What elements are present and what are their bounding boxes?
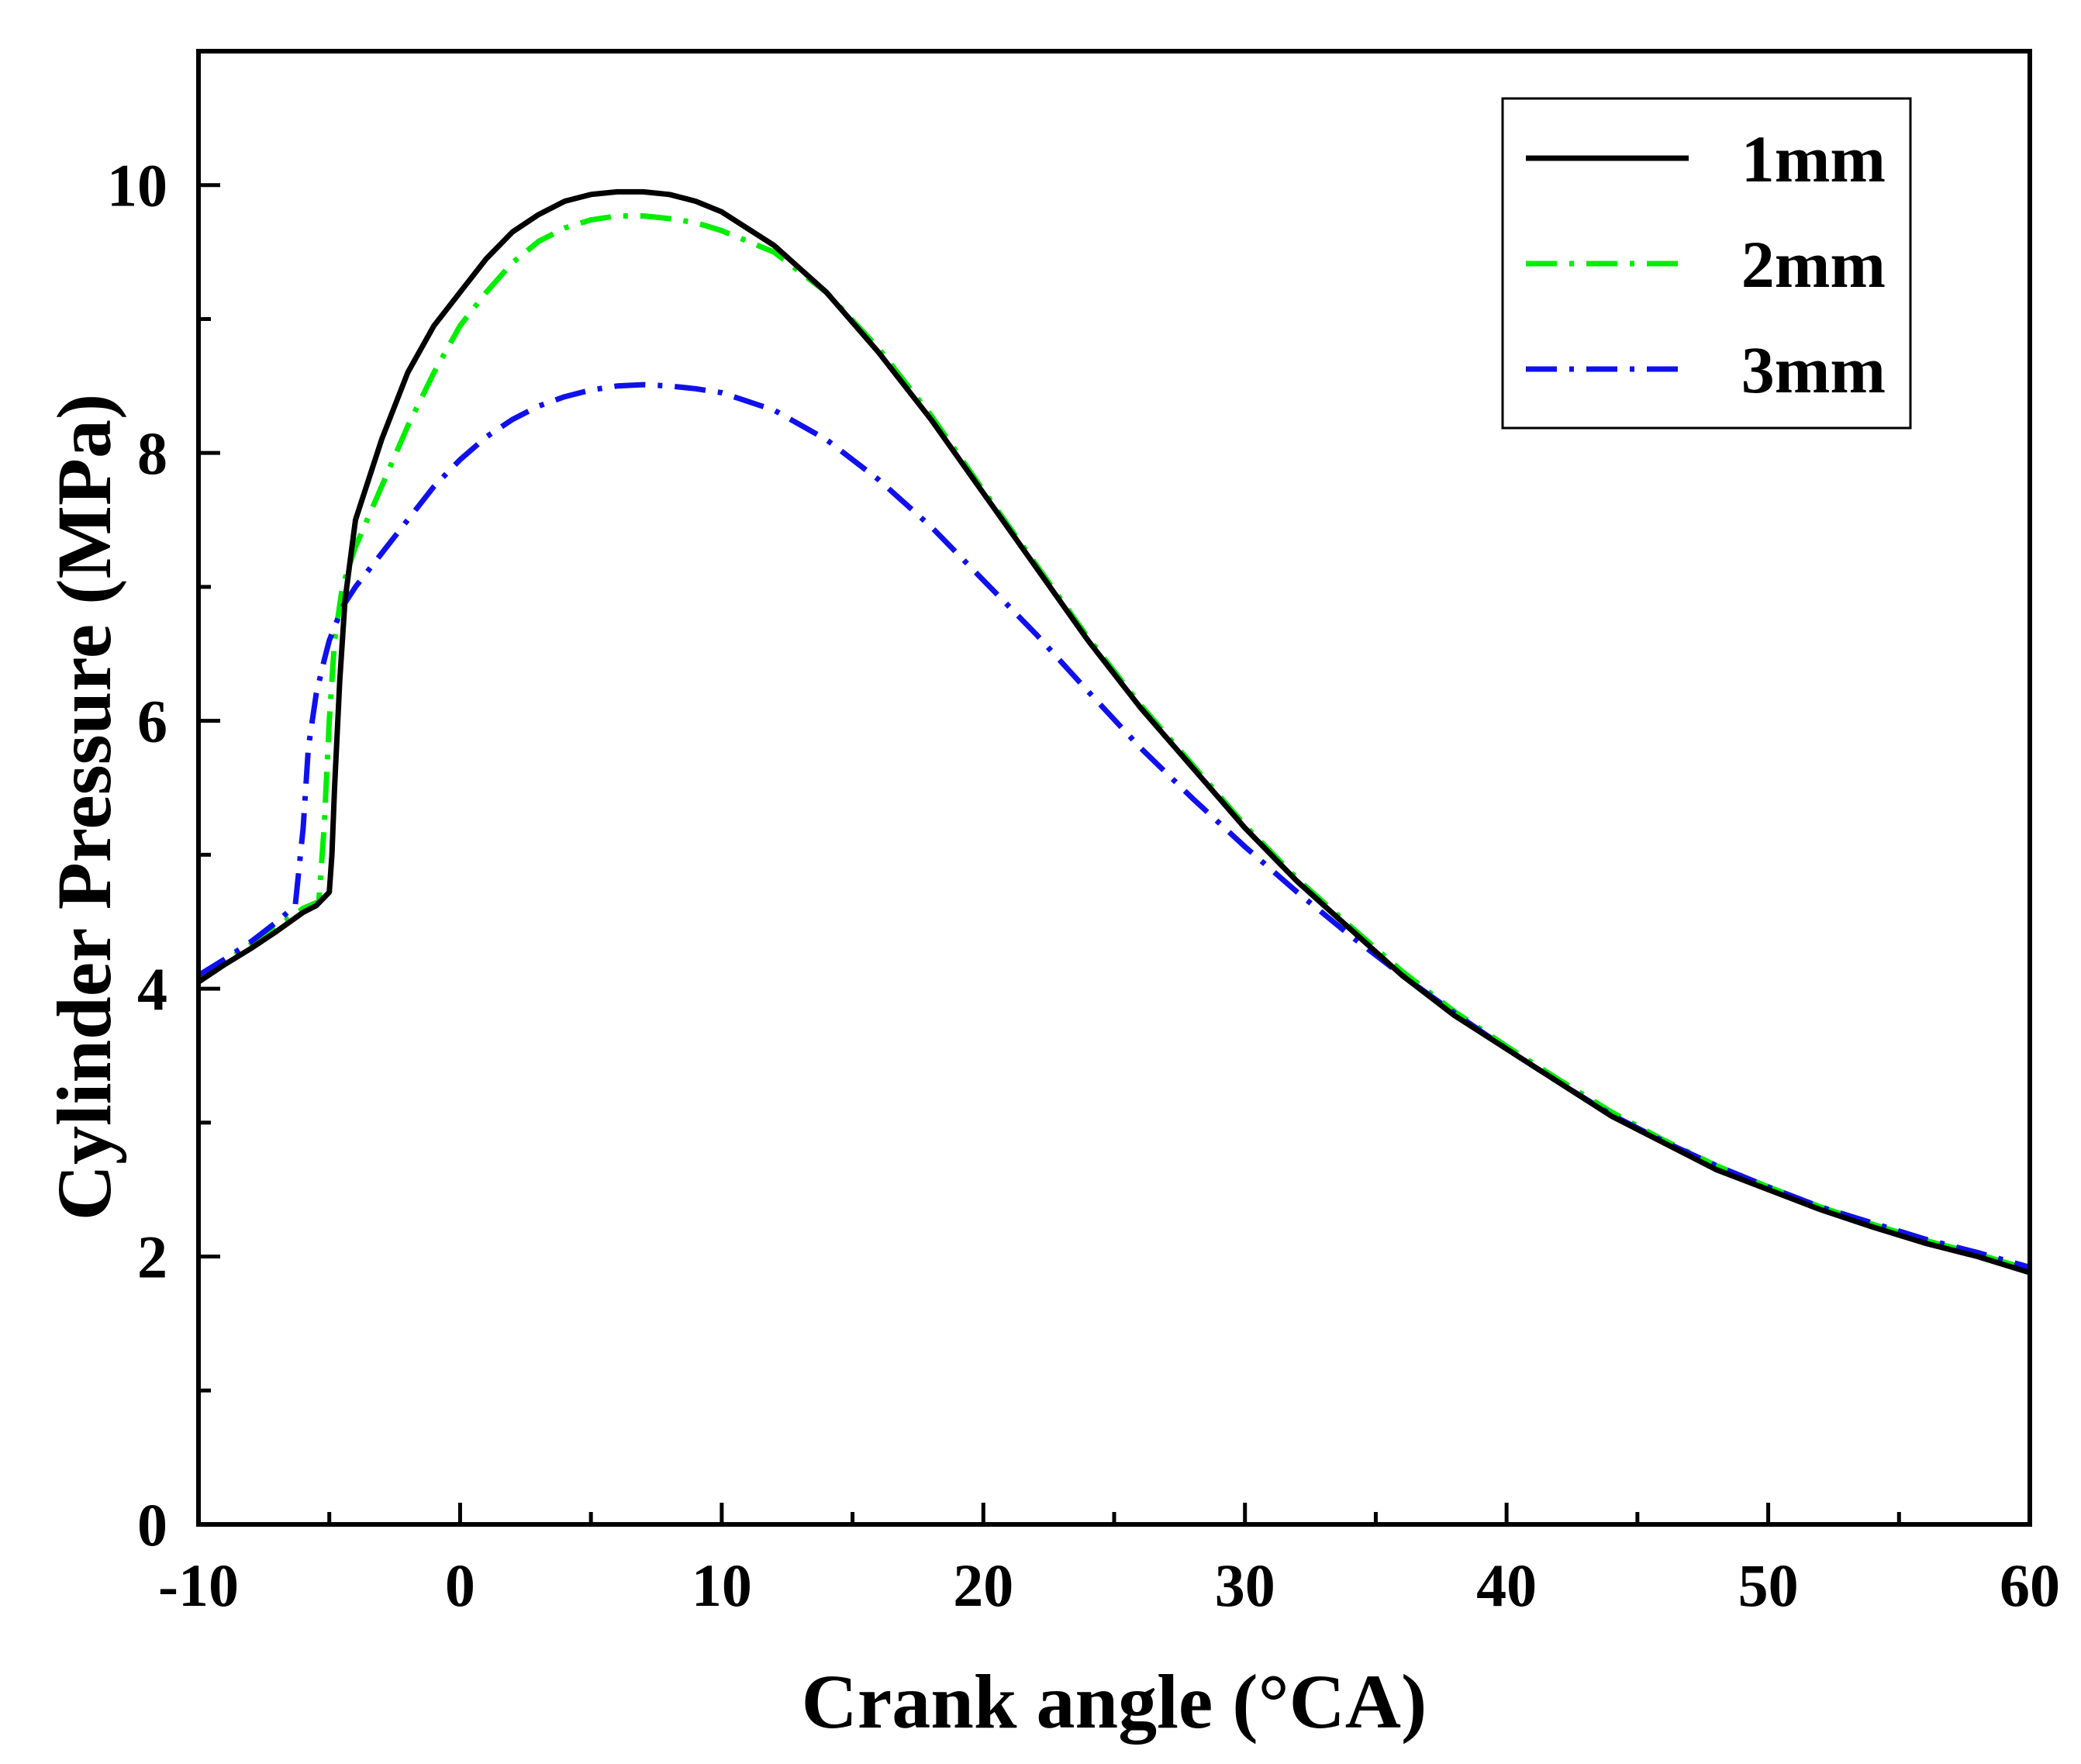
y-tick-label: 0 [137,1491,167,1559]
y-tick-label: 4 [137,955,167,1023]
x-tick-label: 30 [1215,1552,1275,1619]
x-tick-label: 10 [692,1552,752,1619]
legend-label-3mm: 3mm [1741,333,1886,407]
series-layer [197,188,2031,1276]
ticks-layer [196,49,2032,1527]
legend: 1mm 2mm 3mm [1501,97,1912,430]
x-tick-label: 40 [1476,1552,1537,1619]
x-tick-label: 20 [953,1552,1013,1619]
y-tick-label: 6 [137,688,167,755]
series-line-1mm [197,188,2031,1276]
y-axis-title: Cylinder Pressure (MPa) [41,394,127,1221]
x-tick-label: -10 [158,1552,239,1619]
legend-label-1mm: 1mm [1741,122,1886,196]
x-tick-label: 60 [2000,1552,2060,1619]
y-tick-label: 8 [137,419,167,487]
series-line-2mm [197,213,2031,1273]
x-tick-label: 0 [445,1552,475,1619]
series-line-3mm [197,381,2031,1270]
x-axis-title: Crank angle (°CA) [802,1659,1427,1745]
x-tick-label: 50 [1738,1552,1799,1619]
y-tick-label: 10 [107,152,167,219]
y-tick-label: 2 [137,1224,167,1291]
legend-label-2mm: 2mm [1741,227,1886,302]
